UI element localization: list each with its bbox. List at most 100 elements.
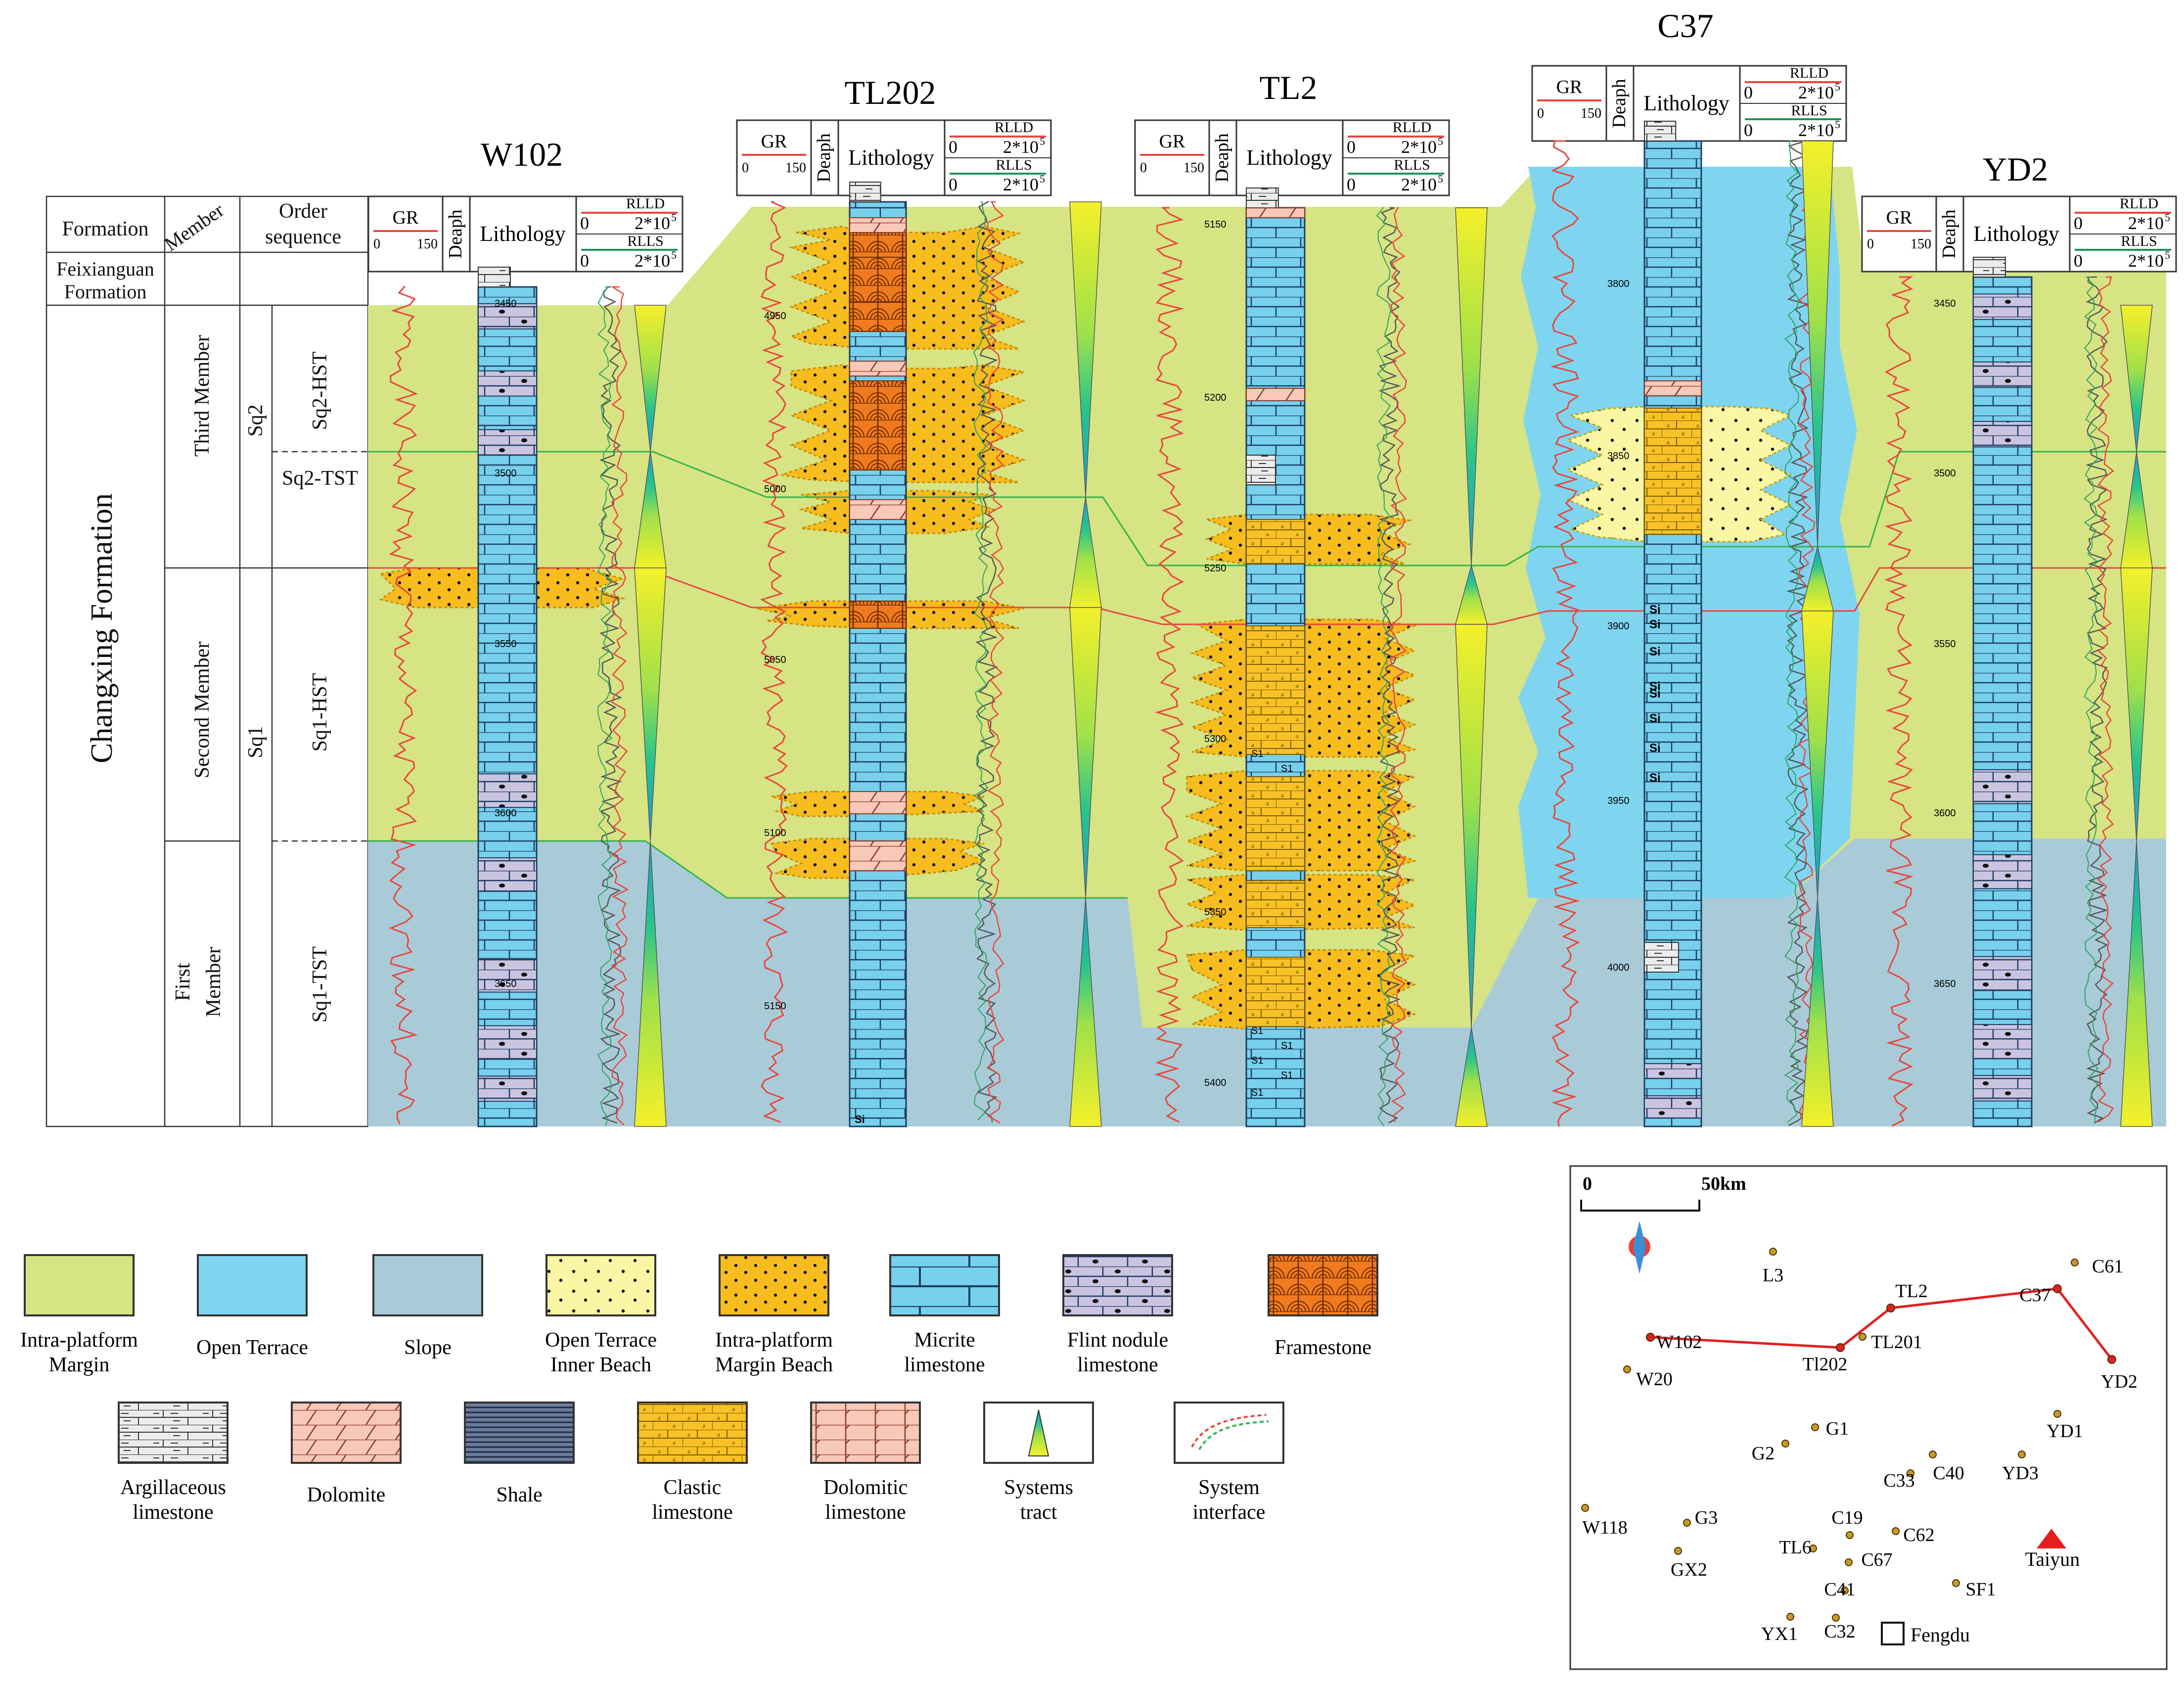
lithology-column <box>1972 257 2033 1127</box>
rlld-scale-max: 2*10 <box>1798 83 1834 102</box>
rlld-label: RLLD <box>626 195 665 212</box>
gr-label: GR <box>393 207 419 228</box>
rlls-scale-max: 2*10 <box>1003 175 1039 194</box>
legend-label: limestone <box>652 1501 732 1524</box>
map-well-label: TL6 <box>1779 1537 1811 1558</box>
depth-tick: 3650 <box>495 979 517 989</box>
rlls-scale-min: 0 <box>2074 251 2083 271</box>
depth-tick: 3450 <box>495 298 517 309</box>
map-well-label: W20 <box>1636 1369 1673 1390</box>
map-well-label: C33 <box>1883 1470 1914 1491</box>
map-well-label: C32 <box>1824 1621 1855 1642</box>
map-well-label: C67 <box>1861 1549 1892 1570</box>
rlld-scale-min: 0 <box>1347 137 1356 157</box>
legend-label: limestone <box>133 1501 213 1524</box>
map-well-marker <box>1859 1333 1866 1341</box>
changxing-formation: Changxing Formation <box>85 493 119 763</box>
map-well-label: L3 <box>1763 1265 1783 1286</box>
legend-label: Inner Beach <box>550 1354 651 1376</box>
map-well-marker <box>2107 1355 2116 1364</box>
map-well-marker <box>1811 1423 1819 1431</box>
map-well-marker <box>1674 1547 1682 1555</box>
map-well-marker <box>2053 1410 2061 1418</box>
north-arrow-icon <box>1629 1221 1650 1274</box>
map-well-label: SF1 <box>1965 1579 1996 1600</box>
systems-tract-column <box>1069 201 1102 1127</box>
map-well-marker <box>1809 1544 1817 1552</box>
gr-scale-max: 150 <box>1581 106 1601 121</box>
rlls-curve <box>973 201 989 1121</box>
rlls-curve <box>1786 140 1810 1126</box>
rlld-scale-min: 0 <box>949 137 957 157</box>
map-well-label: YX1 <box>1761 1624 1798 1644</box>
map-well-marker <box>1836 1343 1845 1352</box>
depth-tick: 5000 <box>764 484 786 495</box>
rlls-scale-max: 2*10 <box>2128 251 2164 271</box>
map-well-marker <box>1841 1587 1849 1594</box>
legend-label: limestone <box>1077 1354 1158 1376</box>
map-well-marker <box>1886 1304 1895 1312</box>
sq2-hst-label: Sq2-HST <box>309 352 331 430</box>
rlls-scale-exp: 5 <box>1040 173 1045 185</box>
gr-curve <box>1550 140 1580 1127</box>
map-well-label: G2 <box>1752 1443 1774 1464</box>
legend-dolomite: Dolomite <box>291 1402 402 1506</box>
well-name: TL202 <box>844 74 936 111</box>
rlls-scale-exp: 5 <box>671 249 677 261</box>
map-well-label: TL201 <box>1871 1332 1922 1353</box>
silica-symbol: Si <box>1649 603 1661 616</box>
rlld-scale-min: 0 <box>1744 83 1753 102</box>
silica-symbol: Si <box>1649 645 1661 658</box>
s1-symbol: S1 <box>1281 1070 1293 1081</box>
map-well-label: Tl202 <box>1803 1354 1848 1375</box>
legend-open-terrace: Open Terrace <box>196 1254 308 1359</box>
systems-tract-column <box>2120 305 2153 1127</box>
map-well-label: C62 <box>1903 1525 1934 1545</box>
gr-label: GR <box>1886 207 1912 228</box>
map-well-label: YD1 <box>2047 1421 2083 1442</box>
lithology-column: S1 S1 S1 S1 S1 S1 S1 <box>1245 187 1306 1127</box>
legend-label: Dolomitic <box>823 1476 908 1499</box>
depth-tick: 5150 <box>1204 219 1227 230</box>
gr-scale-max: 150 <box>785 160 806 176</box>
rlls-curve <box>975 201 999 1123</box>
lithology-label: Lithology <box>1643 91 1729 115</box>
silica-symbol: Si <box>1649 618 1661 631</box>
map-well-label: GX2 <box>1671 1559 1707 1580</box>
depth-tick: 3450 <box>1934 298 1956 309</box>
silica-symbol: Si <box>1649 742 1661 755</box>
depth-label: Deaph <box>1939 209 1959 258</box>
rlls-scale-max: 2*10 <box>635 251 670 271</box>
gr-curve <box>389 286 418 1124</box>
order-sequence-header: Order <box>279 200 327 223</box>
rlld-label: RLLD <box>1790 65 1828 81</box>
legend-label: Clastic <box>664 1476 722 1499</box>
feixianguan-formation: Formation <box>64 281 147 303</box>
rlld-curve <box>610 286 629 1125</box>
rlld-curve <box>1390 207 1408 1123</box>
legend-label: Flint nodule <box>1067 1329 1168 1352</box>
map-well-marker <box>1952 1579 1960 1587</box>
rlld-scale-exp: 5 <box>1835 81 1840 93</box>
rlls-scale-exp: 5 <box>1835 118 1840 131</box>
sq2-label: Sq2 <box>244 404 267 436</box>
depth-tick: 3500 <box>495 468 517 479</box>
depth-tick: 5200 <box>1204 392 1227 403</box>
legend-label: Systems <box>1004 1476 1073 1499</box>
gr-scale-max: 150 <box>1911 236 1931 252</box>
gr-scale-min: 0 <box>1537 106 1544 121</box>
legend-label: Intra-platform <box>715 1329 833 1352</box>
lithology-label: Lithology <box>1973 222 2059 246</box>
rlls-label: RLLS <box>1791 102 1827 119</box>
